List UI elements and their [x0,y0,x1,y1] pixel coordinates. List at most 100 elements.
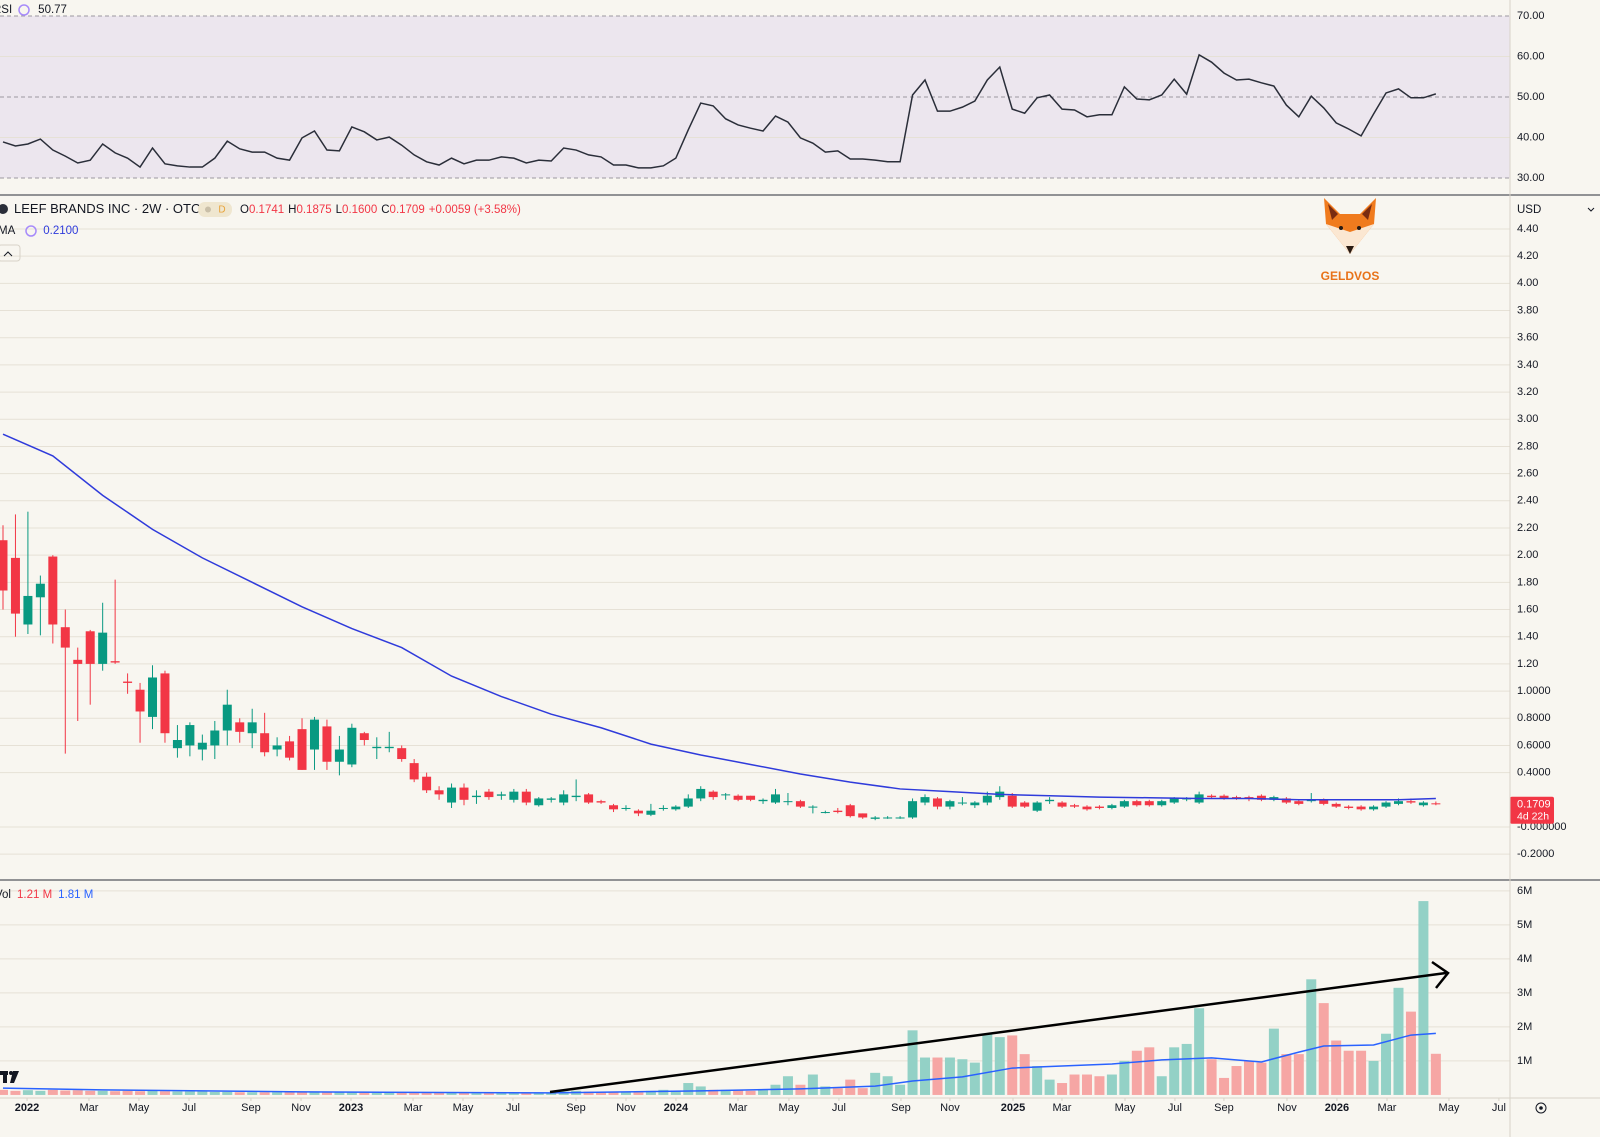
volume-bar [47,1089,58,1095]
y-tick-label: 0.8000 [1517,712,1551,724]
candle-body [73,659,83,664]
volume-bar [1032,1066,1043,1095]
candle-body [1082,806,1092,810]
volume-bar [882,1076,893,1095]
volume-bar [1156,1076,1167,1095]
volume-bar [708,1089,719,1095]
currency-box[interactable] [1512,199,1598,219]
candle-body [60,627,70,648]
volume-bar [944,1057,955,1095]
volume-bar [272,1092,283,1095]
ma-name: MA [0,225,16,237]
candle-body [471,795,481,798]
candle-body [372,746,382,749]
volume-bar [321,1092,332,1095]
candle-body [1157,801,1167,806]
candle-body [484,791,494,798]
volume-ma-line [2,1032,1436,1094]
volume-bar [920,1057,931,1095]
candle-body [559,794,569,803]
volume-bar [1094,1076,1105,1095]
y-tick-label: 2.40 [1517,495,1538,507]
legend: LEEF BRANDS INC · 2W · OTC [14,201,200,216]
fox-logo [1324,198,1376,254]
x-tick-label: 2025 [1001,1102,1025,1114]
candle-body [870,817,880,819]
collapse-button[interactable] [0,244,21,262]
volume-bar [683,1083,694,1095]
x-tick-label: 2026 [1325,1102,1349,1114]
trend-arrow[interactable] [549,960,1450,1094]
candle-body [1294,801,1304,804]
x-tick-label: Sep [566,1102,586,1114]
volume-bar [10,1090,21,1095]
volume-bar [870,1072,881,1095]
candle-body [1032,802,1042,811]
volume-bar [1231,1066,1242,1095]
volume-bar [546,1092,557,1095]
y-tick-label: -0.2000 [1517,848,1554,860]
volume-bar [1281,1054,1292,1095]
volume-bar [1106,1074,1117,1095]
candle-body [285,741,295,758]
legend-title: Vol [0,889,11,901]
candle-body [795,801,805,807]
volume-bar [209,1091,220,1095]
currency[interactable]: USD [1517,204,1541,216]
rsi-band [0,15,1510,178]
volume-bar [658,1089,669,1095]
y-tick-label: 2.00 [1517,549,1538,561]
x-tick-label: Jul [832,1102,846,1114]
settings-icon-center [1539,1106,1543,1110]
symbol-icon [0,204,8,214]
volume-bar [533,1093,544,1095]
candle-body [845,805,855,817]
y-tick-label: 1.80 [1517,576,1538,588]
y-tick-label: 4.00 [1517,277,1538,289]
price-tag-countdown: 4d 22h [1517,811,1549,823]
x-tick-label: 2023 [339,1102,363,1114]
legend-value: 50.77 [38,4,67,16]
candle-body [322,726,332,762]
candle-body [1070,805,1080,807]
candle-body [35,583,45,598]
x-tick-label: May [453,1102,474,1114]
volume-bar [197,1091,208,1095]
volume-bar [1007,1035,1018,1095]
volume-bar [758,1089,769,1095]
y-tick-label: 3M [1517,987,1532,999]
volume-bar [434,1092,445,1095]
candle-body [733,795,743,800]
candle-body [982,795,992,803]
x-tick-label: Sep [1214,1102,1234,1114]
volume-bar [147,1090,158,1095]
ma-line [2,433,1436,801]
candle-body [334,749,344,762]
candle-body [48,556,58,625]
candle-body [1281,798,1291,803]
candle-body [85,631,95,664]
legend-icon [25,225,37,237]
price-axis: 1M 2M 3M 4M 5M 6M [1517,885,1532,1067]
candle-body [459,787,469,800]
volume-bar [857,1088,868,1095]
candle-body [932,798,942,807]
candle-body [646,810,656,815]
volume-bar [309,1092,320,1095]
plot-layer: 30.00 40.00 50.00 60.00 70.00 RSI 50.77 -0.2000… [0,4,1567,1114]
settings-icon[interactable] [1535,1102,1547,1114]
candle-body [546,798,556,800]
volume-bar [807,1074,818,1095]
y-tick-label: 1.0000 [1517,685,1551,697]
candle-body [123,681,133,683]
candle-body [509,791,519,800]
candle-body [197,742,207,750]
volume-bar [1405,1011,1416,1095]
candle-body [1219,795,1229,799]
watermark: GELDVOS [1321,269,1380,283]
volume-bar [633,1092,644,1095]
candle-body [1119,801,1129,807]
volume-bar [521,1093,532,1095]
price-tag-value: 0.1709 [1517,799,1551,811]
